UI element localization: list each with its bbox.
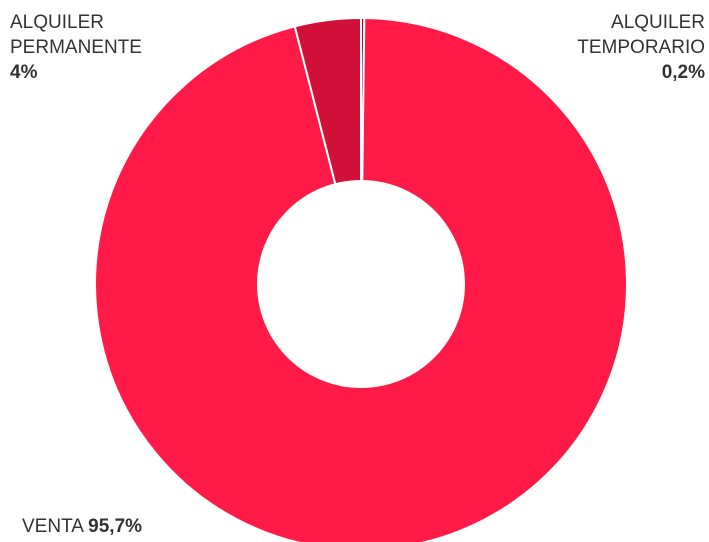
category-label: ALQUILER TEMPORARIO <box>577 12 705 58</box>
category-label: ALQUILER PERMANENTE <box>10 12 142 58</box>
category-label: VENTA <box>22 516 83 537</box>
slice <box>293 16 362 186</box>
label-permanente: ALQUILER PERMANENTE 4% <box>10 10 190 85</box>
value-label: 0,2% <box>661 62 705 83</box>
slice <box>94 17 628 542</box>
label-venta: VENTA 95,7% <box>22 514 142 539</box>
label-temporario: ALQUILER TEMPORARIO 0,2% <box>515 10 705 85</box>
value-label: 95,7% <box>88 516 143 537</box>
value-label: 4% <box>10 62 38 83</box>
